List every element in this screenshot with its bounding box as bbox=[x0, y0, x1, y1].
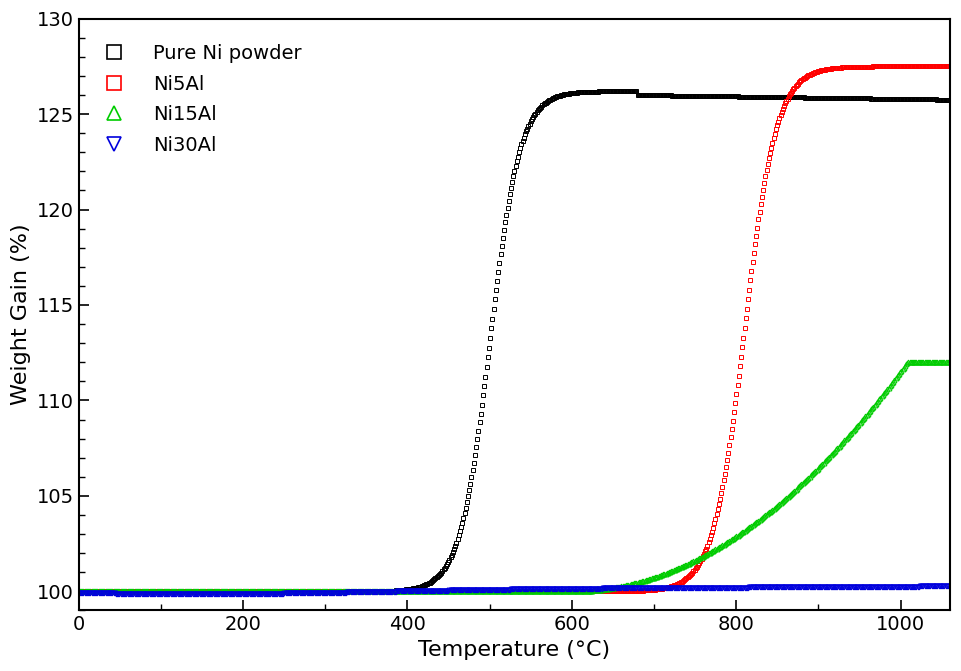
Ni15Al bbox=[628, 580, 639, 588]
Pure Ni powder bbox=[582, 88, 594, 96]
Ni30Al bbox=[763, 583, 775, 591]
Legend: Pure Ni powder, Ni5Al, Ni15Al, Ni30Al: Pure Ni powder, Ni5Al, Ni15Al, Ni30Al bbox=[88, 28, 317, 170]
Line: Ni15Al: Ni15Al bbox=[76, 360, 951, 594]
Ni5Al bbox=[462, 587, 474, 595]
Pure Ni powder bbox=[462, 493, 474, 501]
Ni30Al bbox=[944, 582, 955, 590]
Ni15Al bbox=[462, 587, 474, 595]
Line: Pure Ni powder: Pure Ni powder bbox=[76, 89, 951, 594]
Pure Ni powder bbox=[763, 93, 775, 101]
Ni15Al bbox=[944, 358, 955, 366]
Ni30Al bbox=[362, 588, 374, 596]
Line: Ni5Al: Ni5Al bbox=[76, 64, 951, 594]
Line: Ni30Al: Ni30Al bbox=[76, 584, 951, 597]
Ni30Al bbox=[463, 586, 475, 594]
Y-axis label: Weight Gain (%): Weight Gain (%) bbox=[12, 223, 31, 405]
Ni15Al bbox=[361, 587, 373, 595]
Ni5Al bbox=[73, 587, 85, 595]
Ni15Al bbox=[902, 358, 914, 366]
Pure Ni powder bbox=[73, 587, 85, 595]
Ni5Al bbox=[361, 587, 373, 595]
Pure Ni powder bbox=[239, 587, 251, 595]
Ni15Al bbox=[239, 587, 251, 595]
Ni15Al bbox=[762, 509, 774, 517]
Ni5Al bbox=[582, 587, 594, 595]
Ni15Al bbox=[73, 587, 85, 595]
Ni15Al bbox=[582, 587, 594, 595]
Ni30Al bbox=[583, 584, 595, 592]
Pure Ni powder bbox=[944, 96, 955, 104]
Ni5Al bbox=[239, 587, 251, 595]
X-axis label: Temperature (°C): Temperature (°C) bbox=[418, 640, 610, 660]
Ni5Al bbox=[944, 62, 955, 70]
Pure Ni powder bbox=[628, 87, 639, 95]
Pure Ni powder bbox=[630, 87, 642, 95]
Ni5Al bbox=[628, 587, 639, 595]
Ni30Al bbox=[201, 590, 212, 598]
Ni5Al bbox=[762, 160, 774, 168]
Pure Ni powder bbox=[361, 587, 373, 595]
Ni30Al bbox=[240, 590, 252, 598]
Ni30Al bbox=[628, 584, 640, 592]
Ni30Al bbox=[73, 589, 85, 597]
